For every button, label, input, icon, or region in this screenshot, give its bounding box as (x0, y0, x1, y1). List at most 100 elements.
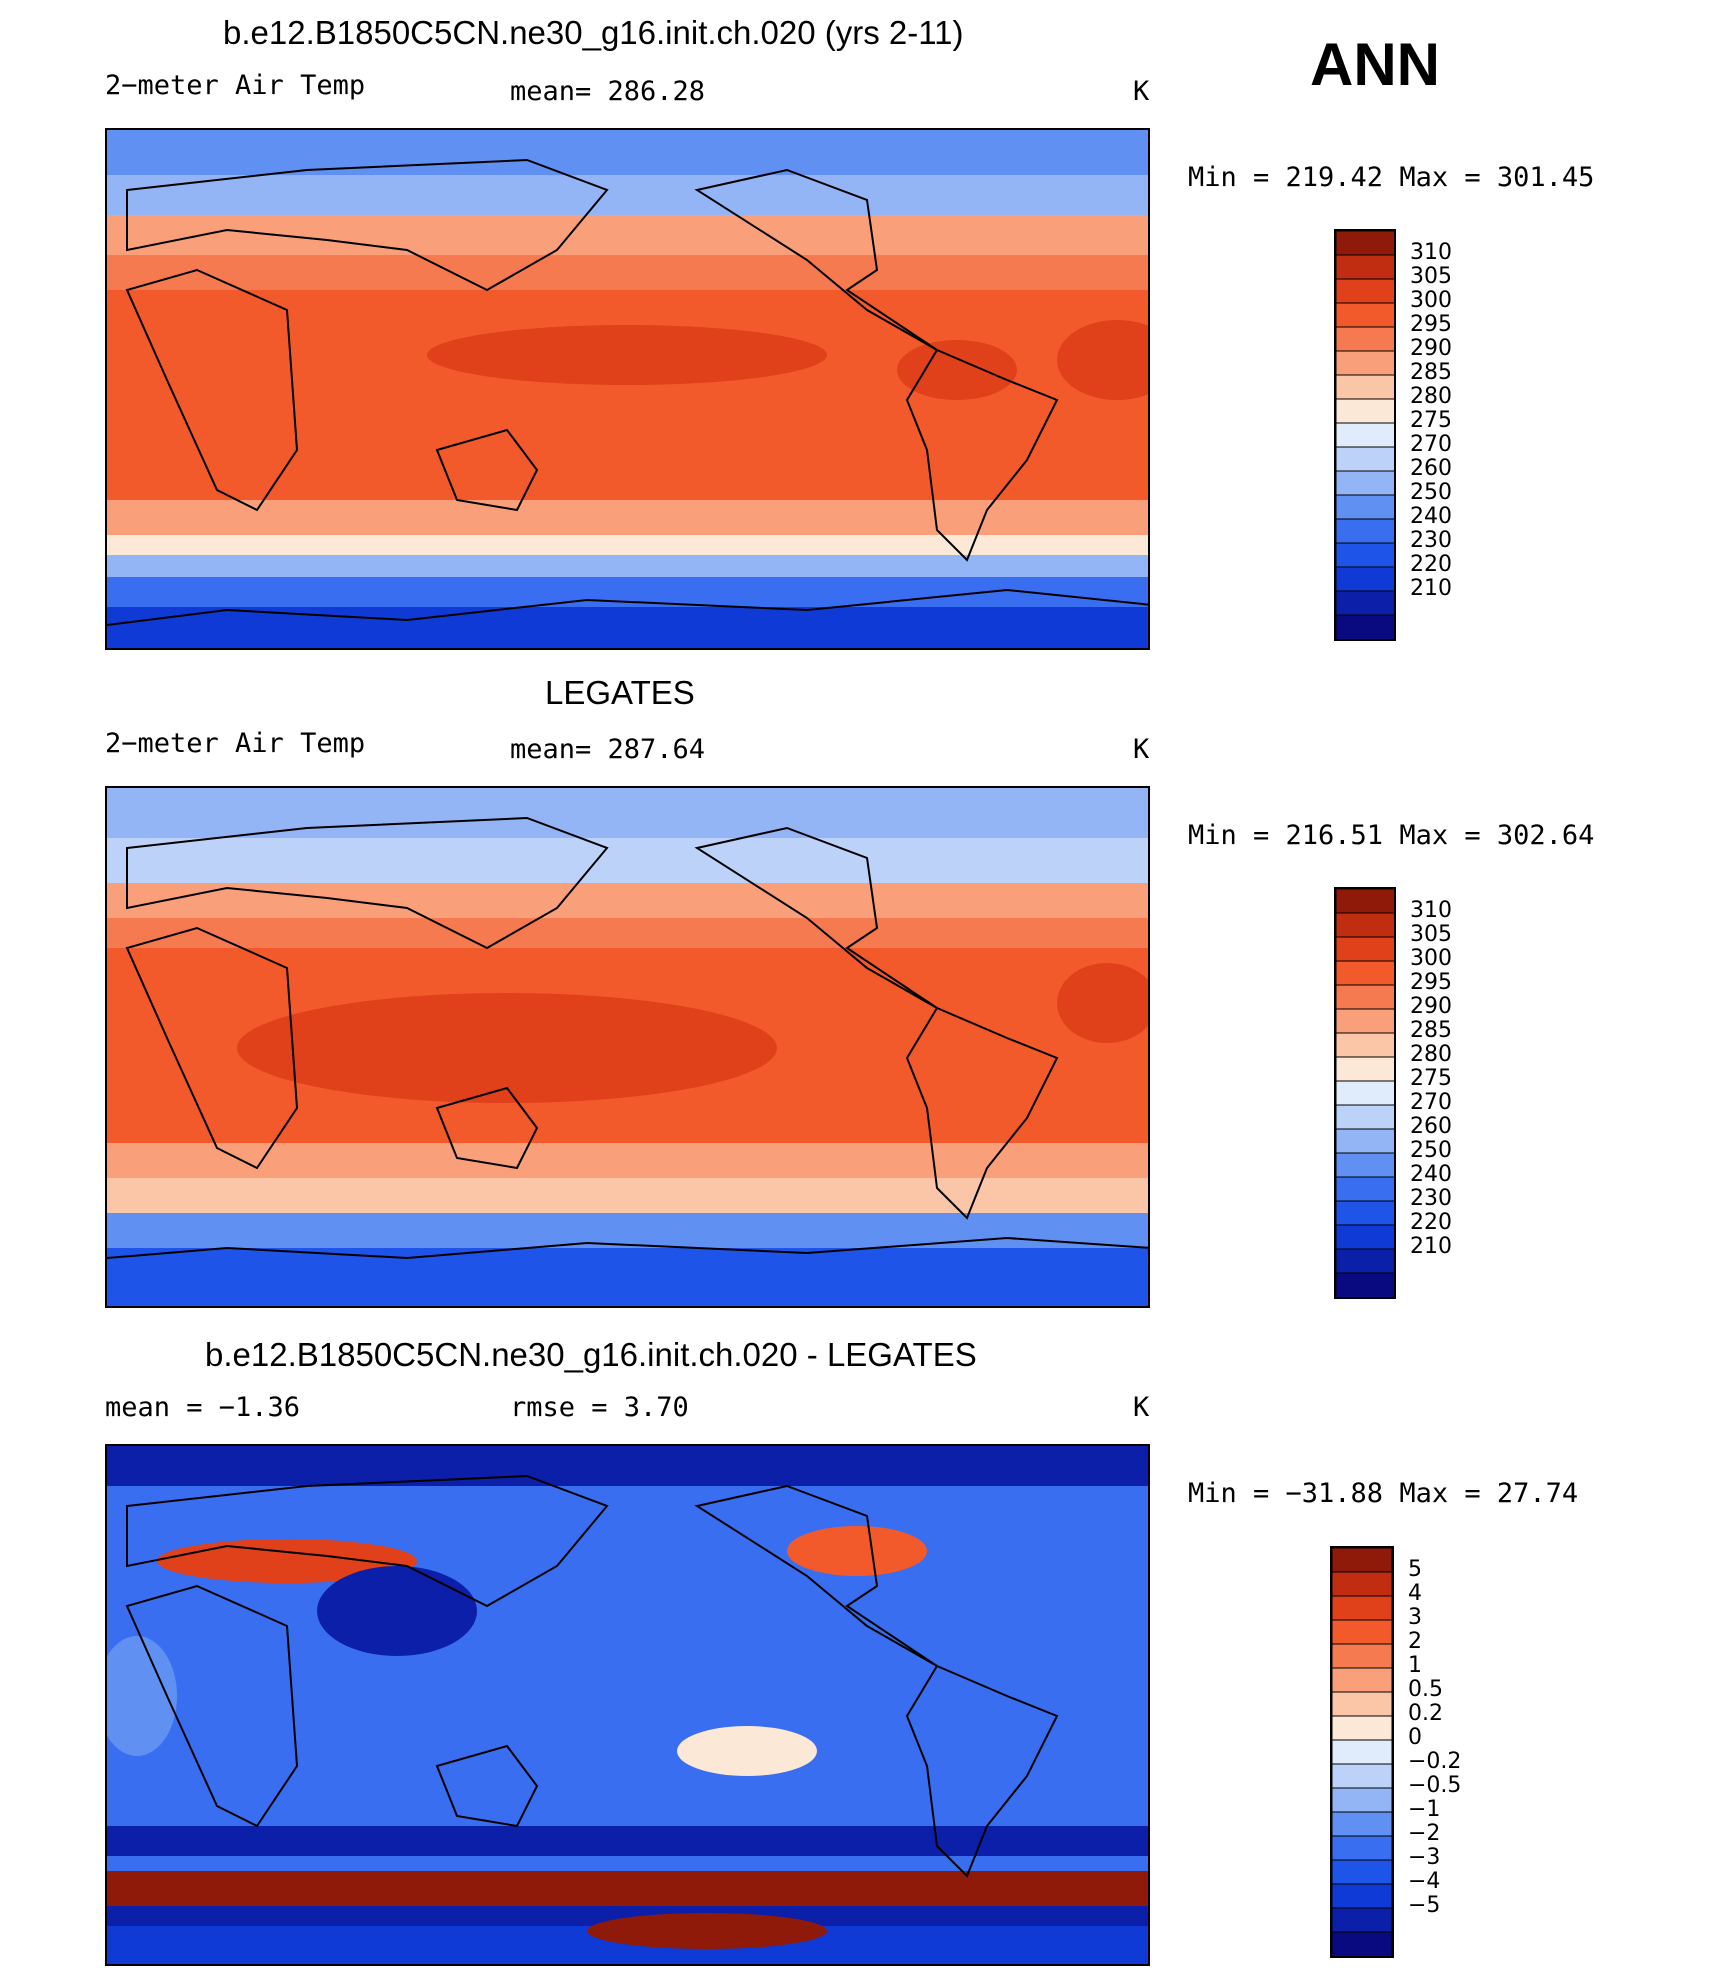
colorbar-swatch (1335, 518, 1397, 544)
panel3-mean: mean = −1.36 (105, 1392, 301, 1423)
panel3-colorbar-swatches (1331, 1547, 1393, 1957)
panel3-rmse: rmse = 3.70 (510, 1392, 689, 1423)
colorbar-label: −0.5 (1408, 1773, 1462, 1798)
colorbar-label: 290 (1410, 994, 1452, 1019)
colorbar-swatch (1335, 1200, 1397, 1226)
colorbar-swatch (1335, 936, 1397, 962)
colorbar-swatch (1335, 566, 1397, 592)
colorbar-swatch (1335, 888, 1397, 914)
colorbar-label: 310 (1410, 898, 1452, 923)
panel2-colorbar (1334, 887, 1397, 1299)
colorbar-label: 310 (1410, 240, 1452, 265)
colorbar-label: 270 (1410, 1090, 1452, 1115)
world-map-icon (107, 130, 1148, 648)
colorbar-swatch (1331, 1643, 1393, 1669)
colorbar-swatch (1331, 1835, 1393, 1861)
colorbar-label: 210 (1410, 576, 1452, 601)
colorbar-label: 230 (1410, 1186, 1452, 1211)
panel1-map (105, 128, 1150, 650)
colorbar-label: 280 (1410, 384, 1452, 409)
colorbar-label: 3 (1408, 1605, 1422, 1630)
colorbar-swatch (1335, 374, 1397, 400)
colorbar-swatch (1331, 1931, 1393, 1957)
colorbar-swatch (1331, 1811, 1393, 1837)
colorbar-label: 0 (1408, 1725, 1422, 1750)
colorbar-label: 285 (1410, 1018, 1452, 1043)
colorbar-swatch (1335, 398, 1397, 424)
panel2-units: K (1133, 734, 1150, 765)
colorbar-swatch (1335, 254, 1397, 280)
panel3-colorbar (1330, 1546, 1394, 1958)
colorbar-swatch (1331, 1571, 1393, 1597)
colorbar-label: 230 (1410, 528, 1452, 553)
colorbar-label: 2 (1408, 1629, 1422, 1654)
colorbar-label: 1 (1408, 1653, 1422, 1678)
panel2-variable-label: 2−meter Air Temp (105, 728, 366, 759)
colorbar-swatch (1331, 1595, 1393, 1621)
colorbar-swatch (1335, 422, 1397, 448)
colorbar-swatch (1335, 542, 1397, 568)
colorbar-label: 290 (1410, 336, 1452, 361)
colorbar-swatch (1335, 1152, 1397, 1178)
panel2-mean: mean= 287.64 (510, 734, 706, 765)
colorbar-swatch (1331, 1859, 1393, 1885)
world-map-icon (107, 1446, 1148, 1964)
colorbar-label: 270 (1410, 432, 1452, 457)
colorbar-label: −5 (1408, 1893, 1441, 1918)
panel3-units: K (1133, 1392, 1150, 1423)
colorbar-label: 5 (1408, 1557, 1422, 1582)
panel3-minmax: Min = −31.88 Max = 27.74 (1188, 1478, 1579, 1509)
colorbar-swatch (1335, 1104, 1397, 1130)
panel1-colorbar-swatches (1335, 230, 1397, 640)
panel2-map (105, 786, 1150, 1308)
colorbar-label: −0.2 (1408, 1749, 1462, 1774)
colorbar-swatch (1335, 1248, 1397, 1274)
colorbar-label: −1 (1408, 1797, 1441, 1822)
colorbar-swatch (1335, 1224, 1397, 1250)
colorbar-swatch (1331, 1691, 1393, 1717)
colorbar-label: −2 (1408, 1821, 1441, 1846)
colorbar-label: 220 (1410, 1210, 1452, 1235)
colorbar-swatch (1331, 1667, 1393, 1693)
colorbar-swatch (1335, 1128, 1397, 1154)
colorbar-swatch (1335, 1272, 1397, 1298)
colorbar-swatch (1335, 1056, 1397, 1082)
panel1-units: K (1133, 76, 1150, 107)
colorbar-swatch (1331, 1547, 1393, 1573)
colorbar-swatch (1335, 614, 1397, 640)
colorbar-swatch (1335, 230, 1397, 256)
colorbar-swatch (1335, 326, 1397, 352)
colorbar-swatch (1335, 912, 1397, 938)
colorbar-swatch (1331, 1907, 1393, 1933)
colorbar-label: 275 (1410, 1066, 1452, 1091)
panel1-variable-label: 2−meter Air Temp (105, 70, 366, 101)
colorbar-label: 275 (1410, 408, 1452, 433)
colorbar-swatch (1335, 470, 1397, 496)
colorbar-label: 0.5 (1408, 1677, 1443, 1702)
colorbar-label: 4 (1408, 1581, 1422, 1606)
panel2-title: LEGATES (545, 674, 695, 711)
colorbar-label: 280 (1410, 1042, 1452, 1067)
colorbar-swatch (1335, 1008, 1397, 1034)
colorbar-swatch (1331, 1883, 1393, 1909)
colorbar-swatch (1331, 1787, 1393, 1813)
colorbar-label: 295 (1410, 970, 1452, 995)
colorbar-swatch (1331, 1763, 1393, 1789)
world-map-icon (107, 788, 1148, 1306)
panel3-title: b.e12.B1850C5CN.ne30_g16.init.ch.020 - L… (205, 1336, 977, 1373)
colorbar-swatch (1335, 1176, 1397, 1202)
colorbar-label: 260 (1410, 1114, 1452, 1139)
colorbar-swatch (1335, 984, 1397, 1010)
colorbar-label: 240 (1410, 1162, 1452, 1187)
colorbar-swatch (1335, 302, 1397, 328)
colorbar-swatch (1335, 590, 1397, 616)
colorbar-swatch (1331, 1739, 1393, 1765)
colorbar-label: 250 (1410, 1138, 1452, 1163)
colorbar-swatch (1335, 1080, 1397, 1106)
colorbar-label: 240 (1410, 504, 1452, 529)
colorbar-swatch (1335, 494, 1397, 520)
colorbar-swatch (1335, 278, 1397, 304)
colorbar-swatch (1335, 960, 1397, 986)
colorbar-label: 0.2 (1408, 1701, 1443, 1726)
colorbar-label: −4 (1408, 1869, 1441, 1894)
